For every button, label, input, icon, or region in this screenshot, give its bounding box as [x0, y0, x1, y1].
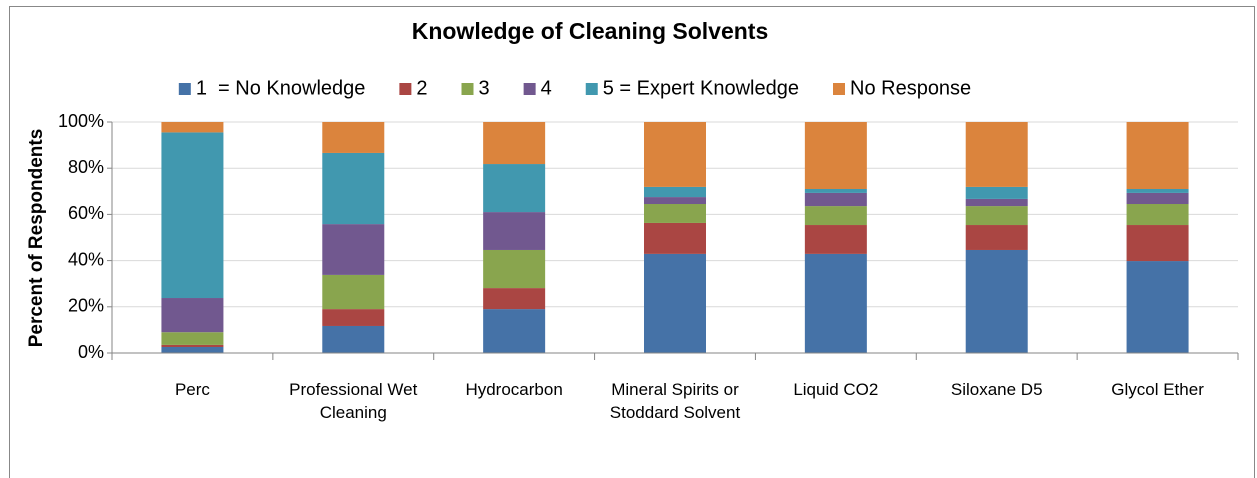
bar-segment: [804, 192, 867, 207]
x-tick-label: Hydrocarbon: [465, 380, 563, 399]
y-axis-title: Percent of Respondents: [26, 129, 47, 348]
legend-label: 3: [479, 77, 490, 99]
bar-segment: [161, 298, 224, 333]
x-tick-label: Professional Wet Cleaning: [289, 380, 418, 422]
bar-segment: [322, 122, 385, 153]
bar-segment: [804, 225, 867, 254]
bar-segment: [161, 132, 224, 299]
bar-segment: [644, 204, 706, 223]
x-tick-label-box: Siloxane D5: [950, 380, 1043, 399]
bar-segment: [161, 122, 224, 133]
x-tick-label-box: Hydrocarbon: [465, 380, 563, 399]
legend-swatch: [399, 83, 412, 95]
bar-segment: [322, 274, 385, 310]
bar-segment: [483, 212, 546, 250]
bar-segment: [965, 186, 1028, 199]
legend-swatch: [585, 83, 598, 95]
legend-swatch: [178, 83, 191, 95]
bar-segment: [322, 309, 385, 326]
x-tick-label-box: Mineral Spirits or Stoddard Solvent: [609, 380, 741, 422]
bar-segment: [161, 332, 224, 345]
bar-segment: [1126, 188, 1189, 193]
bar-segment: [804, 206, 867, 226]
x-tick-label: Perc: [174, 380, 210, 399]
bar-segment: [644, 186, 706, 198]
chart-title: Knowledge of Cleaning Solvents: [412, 18, 769, 44]
y-tick-label: 40%: [68, 249, 104, 269]
legend: 1 = No Knowledge 2 3 4 5 = Expert Knowledge N…: [178, 77, 971, 99]
x-tick-label: Mineral Spirits or Stoddard Solvent: [609, 380, 741, 422]
x-tick-label: Siloxane D5: [950, 380, 1043, 399]
bar-segment: [483, 122, 546, 165]
legend-swatch: [833, 83, 845, 95]
bar-segment: [161, 344, 224, 347]
bar-segment: [804, 188, 867, 193]
y-tick-label: 0%: [78, 342, 104, 362]
bar-segment: [322, 152, 385, 225]
bar-segment: [965, 198, 1028, 207]
bar-segment: [483, 288, 546, 310]
bar-segment: [644, 122, 706, 187]
x-tick-label-box: Professional Wet Cleaning: [289, 380, 418, 422]
bar-segment: [322, 224, 385, 275]
bar-segment: [322, 325, 385, 353]
bar-segment: [644, 197, 706, 205]
bar-segment: [965, 122, 1028, 187]
x-tick-label-box: Glycol Ether: [1111, 380, 1204, 399]
bar-segment: [1126, 225, 1189, 262]
legend-label: 1 = No Knowledge: [196, 77, 366, 99]
bar-segment: [644, 253, 706, 353]
bar-segment: [965, 206, 1028, 226]
x-tick-label: Liquid CO2: [793, 380, 879, 399]
bar-segment: [965, 225, 1028, 250]
bar-segment: [483, 249, 546, 289]
y-tick-label: 80%: [68, 157, 104, 177]
bar-segment: [804, 253, 867, 353]
bar-segment: [1126, 122, 1189, 189]
legend-label: 4: [541, 77, 552, 99]
legend-label: 2: [416, 77, 427, 99]
x-tick-label-box: Liquid CO2: [793, 380, 879, 399]
x-tick-label: Glycol Ether: [1111, 380, 1204, 399]
legend-label: 5 = Expert Knowledge: [603, 77, 799, 99]
bar-segment: [1126, 192, 1189, 205]
y-tick-label: 100%: [58, 111, 104, 131]
y-tick-label: 60%: [68, 203, 104, 223]
bar-segment: [644, 222, 706, 254]
bar-segment: [1126, 261, 1189, 353]
bar-segment: [483, 309, 546, 353]
legend-label: No Response: [850, 77, 971, 99]
legend-swatch: [461, 83, 474, 95]
bar-segment: [161, 346, 224, 353]
bar-segment: [965, 249, 1028, 353]
bar-segment: [483, 164, 546, 213]
x-tick-label-box: Perc: [174, 380, 210, 399]
bar-segment: [804, 122, 867, 189]
y-tick-label: 20%: [68, 296, 104, 316]
legend-swatch: [523, 83, 536, 95]
bar-segment: [1126, 204, 1189, 226]
